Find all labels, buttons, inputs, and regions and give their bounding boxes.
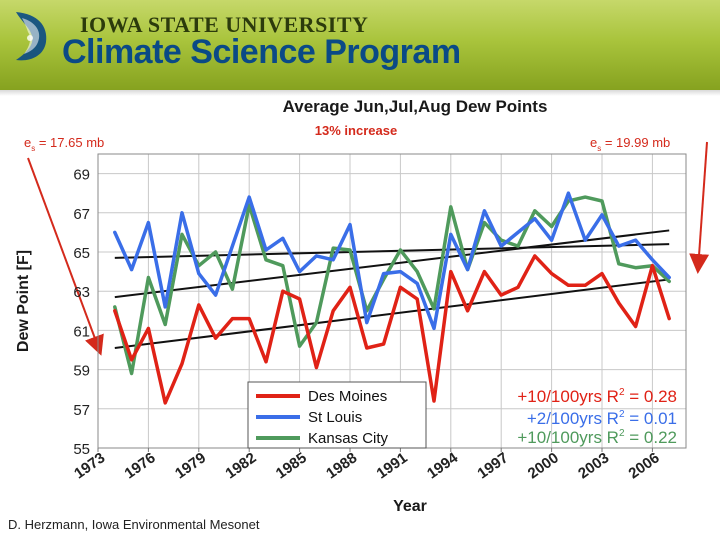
y-tick-label-61: 61 xyxy=(73,323,90,340)
x-axis-label: Year xyxy=(393,498,427,515)
es-right-symbol: e xyxy=(590,135,597,150)
trend-stat-st-louis-prefix: +2/100yrs R xyxy=(527,409,619,428)
x-tick-label-1979: 1979 xyxy=(172,449,209,482)
trend-stat-des-moines: +10/100yrs R2 = 0.28 xyxy=(517,387,677,406)
es-right-value: = 19.99 mb xyxy=(601,135,670,150)
chart-title: Average Jun,Jul,Aug Dew Points xyxy=(283,97,548,116)
es-right-label: es = 19.99 mb xyxy=(590,135,670,153)
trend-stat-kansas-city-prefix: +10/100yrs R xyxy=(517,428,619,447)
es-right-arrow xyxy=(689,141,710,274)
program-name: Climate Science Program xyxy=(62,33,461,71)
es-left-arrow xyxy=(27,157,104,356)
trend-stat-des-moines-suffix: = 0.28 xyxy=(625,387,677,406)
trend-stat-des-moines-sup: 2 xyxy=(619,387,625,398)
y-tick-label-69: 69 xyxy=(73,167,90,184)
trend-stat-des-moines-prefix: +10/100yrs R xyxy=(517,387,619,406)
y-tick-label-67: 67 xyxy=(73,206,90,223)
es-right-subscript: s xyxy=(597,144,601,153)
y-tick-label-59: 59 xyxy=(73,363,90,380)
trend-stat-kansas-city-sup: 2 xyxy=(619,428,625,439)
series-layer xyxy=(113,191,671,405)
x-tick-label-1976: 1976 xyxy=(122,449,159,482)
increase-annotation: 13% increase xyxy=(315,123,397,138)
trend-stat-st-louis: +2/100yrs R2 = 0.01 xyxy=(527,409,677,428)
y-axis-label: Dew Point [F] xyxy=(15,250,32,352)
x-tick-label-1991: 1991 xyxy=(374,449,411,482)
legend-label-kansas-city: Kansas City xyxy=(308,430,389,447)
x-tick-label-1985: 1985 xyxy=(273,449,310,482)
x-tick-label-2003: 2003 xyxy=(575,449,612,482)
series-line-kansas-city xyxy=(113,195,671,376)
x-tick-label-2000: 2000 xyxy=(525,449,562,482)
y-tick-label-65: 65 xyxy=(73,245,90,262)
logo-icon xyxy=(16,12,47,61)
footer-credit: D. Herzmann, Iowa Environmental Mesonet xyxy=(8,517,260,532)
es-left-label: es = 17.65 mb xyxy=(24,135,104,153)
x-tick-label-2006: 2006 xyxy=(626,449,663,482)
legend-label-des-moines: Des Moines xyxy=(308,388,387,405)
x-tick-label-1994: 1994 xyxy=(424,449,462,482)
trend-stat-st-louis-suffix: = 0.01 xyxy=(625,409,677,428)
series-line-des-moines xyxy=(113,254,671,405)
trend-stat-st-louis-sup: 2 xyxy=(619,409,625,420)
x-tick-label-1988: 1988 xyxy=(323,449,360,482)
trend-stat-kansas-city-suffix: = 0.22 xyxy=(625,428,677,447)
institution-name: IOWA STATE UNIVERSITY xyxy=(80,12,369,37)
legend-label-st-louis: St Louis xyxy=(308,409,362,426)
y-tick-label-57: 57 xyxy=(73,402,90,419)
es-left-value: = 17.65 mb xyxy=(35,135,104,150)
header-banner: IOWA STATE UNIVERSITY Climate Science Pr… xyxy=(0,0,720,90)
series-line-st-louis xyxy=(113,191,671,331)
es-left-symbol: e xyxy=(24,135,31,150)
trend-line-2 xyxy=(114,243,670,259)
trend-stat-kansas-city: +10/100yrs R2 = 0.22 xyxy=(517,428,677,447)
x-tick-label-1997: 1997 xyxy=(474,449,511,482)
x-tick-label-1982: 1982 xyxy=(222,449,259,482)
y-tick-label-63: 63 xyxy=(73,284,90,301)
banner-divider xyxy=(0,90,720,96)
es-left-subscript: s xyxy=(31,144,35,153)
legend: Des Moines St Louis Kansas City +10/100y… xyxy=(247,381,677,449)
y-tick-label-55: 55 xyxy=(73,441,90,458)
